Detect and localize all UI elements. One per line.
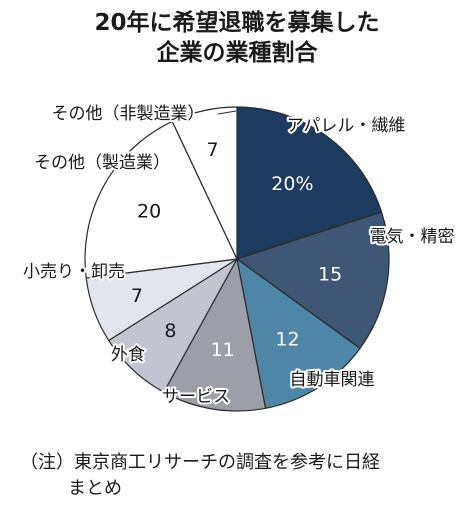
pie-category-label: 外食 (111, 345, 145, 365)
pie-value-label: 8 (164, 320, 176, 342)
pie-slice (171, 106, 238, 260)
pie-value-label: 7 (206, 139, 218, 161)
pie-slice (236, 258, 361, 409)
pie-category-label: 自動車関連 (290, 370, 375, 390)
pie-slice (236, 106, 383, 260)
leader-line (217, 110, 237, 115)
chart-title-line1: 20年に希望退職を募集した (94, 10, 380, 36)
pie-category-label: アパレル・繊維 (287, 116, 406, 136)
pie-value-label: 15 (318, 264, 342, 286)
source-note: （注）東京商工リサーチの調査を参考に日経 まとめ (20, 450, 460, 502)
pie-category-label: その他（非製造業） (52, 104, 205, 124)
source-note-line1: 東京商工リサーチの調査を参考に日経 (74, 452, 380, 473)
pie-slice (84, 120, 238, 279)
source-note-line2: まとめ (68, 478, 122, 499)
pie-value-label: 7 (131, 285, 143, 307)
pie-category-label: その他（製造業） (34, 153, 170, 173)
pie-value-label: 20 (137, 201, 161, 223)
pie-slice (163, 258, 267, 412)
source-note-prefix: （注） (20, 452, 74, 473)
pie-value-label: 11 (211, 339, 235, 361)
pie-slice (236, 211, 390, 349)
pie-category-label: 小売り・卸売 (23, 262, 125, 282)
pie-category-label: 電気・精密 (370, 227, 455, 247)
chart-title: 20年に希望退職を募集した 企業の業種割合 (0, 8, 474, 68)
pie-category-label: サービス (162, 387, 230, 407)
pie-value-label: 20% (271, 173, 313, 195)
chart-title-line2: 企業の業種割合 (156, 40, 318, 66)
pie-labels: 20% アパレル・繊維 15 電気・精密 12 自動車関連 11 サービス 8 外食 7 小売り・卸売… (21, 102, 457, 409)
pie-value-label: 12 (275, 329, 299, 351)
pie-slices (84, 106, 390, 412)
